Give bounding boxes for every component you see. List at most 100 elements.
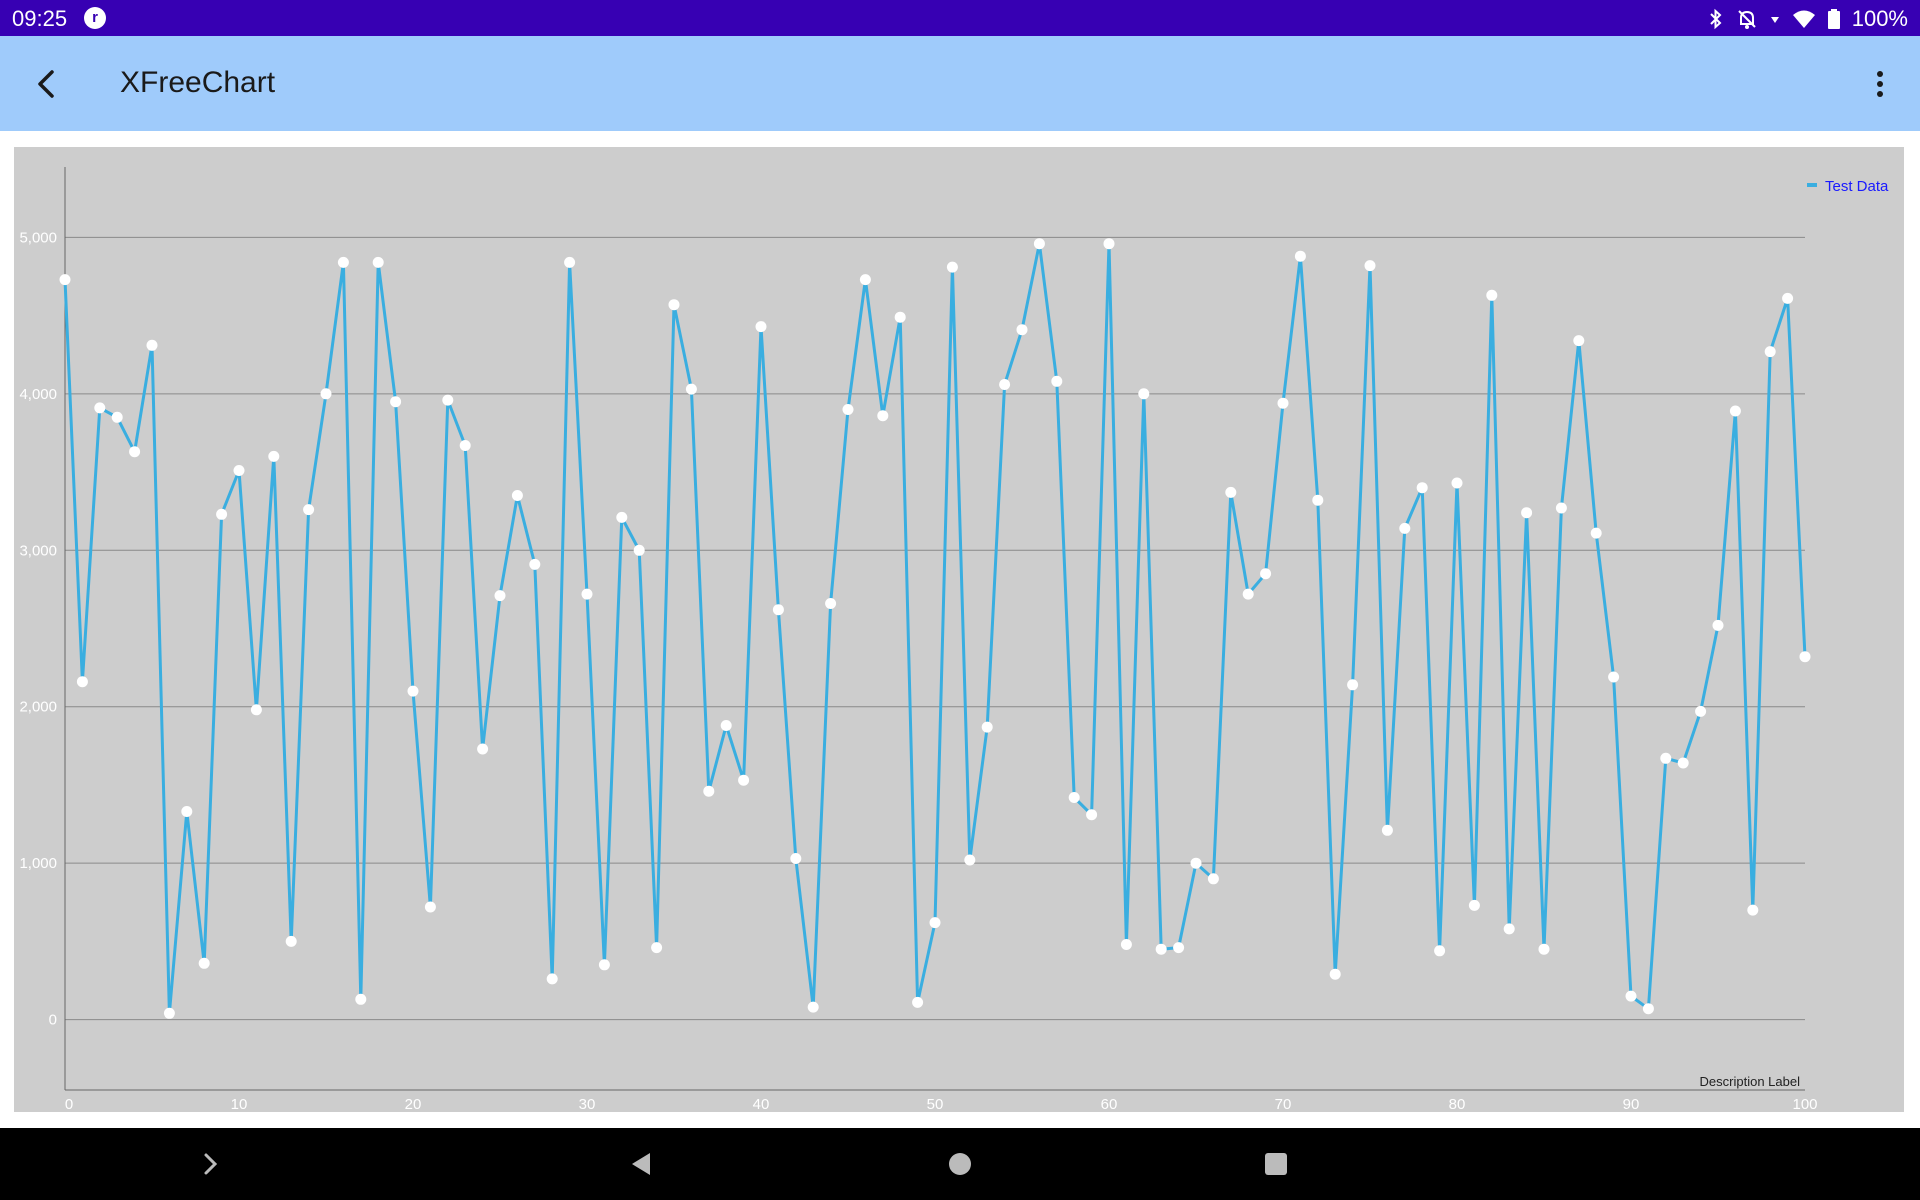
data-point bbox=[773, 604, 784, 615]
data-point bbox=[181, 806, 192, 817]
data-point bbox=[112, 412, 123, 423]
data-point bbox=[1417, 482, 1428, 493]
nav-recents-button[interactable] bbox=[1256, 1144, 1296, 1184]
recents-square-icon bbox=[1256, 1144, 1296, 1184]
x-tick-label: 90 bbox=[1623, 1096, 1640, 1112]
x-tick-label: 20 bbox=[405, 1096, 422, 1112]
data-point bbox=[1608, 672, 1619, 683]
data-point bbox=[529, 559, 540, 570]
data-point bbox=[964, 855, 975, 866]
description-label: Description Label bbox=[1700, 1074, 1801, 1089]
data-point bbox=[1382, 825, 1393, 836]
data-point bbox=[1225, 487, 1236, 498]
data-point bbox=[895, 312, 906, 323]
legend-label: Test Data bbox=[1825, 178, 1889, 195]
data-point bbox=[547, 973, 558, 984]
data-point bbox=[982, 722, 993, 733]
data-point bbox=[877, 410, 888, 421]
battery-percent: 100% bbox=[1852, 6, 1908, 32]
data-point bbox=[1051, 376, 1062, 387]
data-point bbox=[999, 379, 1010, 390]
keyboard-chevron-icon bbox=[191, 1144, 231, 1184]
back-button[interactable] bbox=[28, 64, 68, 104]
data-point bbox=[686, 384, 697, 395]
data-point bbox=[442, 395, 453, 406]
data-point bbox=[60, 274, 71, 285]
data-point bbox=[512, 490, 523, 501]
app-title: XFreeChart bbox=[120, 66, 275, 100]
y-tick-label: 1,000 bbox=[19, 855, 57, 872]
data-point bbox=[147, 340, 158, 351]
x-tick-label: 30 bbox=[579, 1096, 596, 1112]
data-point bbox=[1695, 706, 1706, 717]
data-point bbox=[947, 262, 958, 273]
data-point bbox=[1504, 923, 1515, 934]
data-point bbox=[738, 775, 749, 786]
data-point bbox=[1208, 873, 1219, 884]
data-point bbox=[164, 1008, 175, 1019]
status-time: 09:25 bbox=[12, 6, 67, 32]
data-point bbox=[912, 997, 923, 1008]
series-test-data bbox=[65, 244, 1805, 1014]
nav-home-button[interactable] bbox=[940, 1144, 980, 1184]
data-point bbox=[721, 720, 732, 731]
data-point bbox=[1295, 251, 1306, 262]
home-circle-icon bbox=[940, 1144, 980, 1184]
data-point bbox=[303, 504, 314, 515]
data-point bbox=[1104, 238, 1115, 249]
battery-icon bbox=[1828, 8, 1840, 30]
y-tick-label: 2,000 bbox=[19, 699, 57, 716]
x-tick-label: 50 bbox=[927, 1096, 944, 1112]
data-point bbox=[1626, 991, 1637, 1002]
data-point bbox=[1521, 507, 1532, 518]
data-point bbox=[1399, 523, 1410, 534]
data-point bbox=[1573, 335, 1584, 346]
wifi-icon bbox=[1792, 8, 1816, 30]
data-point bbox=[564, 257, 575, 268]
data-point bbox=[1660, 753, 1671, 764]
data-point bbox=[1452, 478, 1463, 489]
chart-panel[interactable]: 0 1,000 2,000 3,000 4,000 5,000 0 10 20 30 40 50 60… bbox=[14, 147, 1904, 1112]
data-point bbox=[1713, 620, 1724, 631]
app-notification-icon: r bbox=[84, 7, 106, 29]
data-point bbox=[1434, 945, 1445, 956]
data-point bbox=[251, 704, 262, 715]
data-point bbox=[582, 589, 593, 600]
data-point bbox=[825, 598, 836, 609]
legend: Test Data bbox=[1807, 178, 1889, 195]
legend-swatch bbox=[1807, 183, 1817, 187]
data-point bbox=[930, 917, 941, 928]
x-tick-labels: 0 10 20 30 40 50 60 70 80 90 100 bbox=[65, 1096, 1818, 1112]
back-arrow-icon bbox=[28, 64, 68, 104]
x-tick-label: 100 bbox=[1792, 1096, 1817, 1112]
data-point bbox=[651, 942, 662, 953]
line-chart[interactable]: 0 1,000 2,000 3,000 4,000 5,000 0 10 20 30 40 50 60… bbox=[14, 147, 1904, 1112]
data-point bbox=[495, 590, 506, 601]
data-point bbox=[1591, 528, 1602, 539]
overflow-menu-button[interactable] bbox=[1860, 64, 1900, 104]
data-point bbox=[1800, 651, 1811, 662]
x-tick-label: 60 bbox=[1101, 1096, 1118, 1112]
data-point bbox=[1730, 406, 1741, 417]
nav-back-button[interactable] bbox=[622, 1144, 662, 1184]
data-point bbox=[1191, 858, 1202, 869]
data-point bbox=[216, 509, 227, 520]
data-point bbox=[1365, 260, 1376, 271]
data-point bbox=[286, 936, 297, 947]
data-point bbox=[199, 958, 210, 969]
data-point bbox=[1347, 679, 1358, 690]
data-point bbox=[1243, 589, 1254, 600]
keyboard-switch-button[interactable] bbox=[191, 1144, 231, 1184]
data-point bbox=[1747, 905, 1758, 916]
x-tick-label: 0 bbox=[65, 1096, 73, 1112]
data-point bbox=[1069, 792, 1080, 803]
x-tick-label: 80 bbox=[1449, 1096, 1466, 1112]
data-point bbox=[425, 902, 436, 913]
status-bar: 09:25 r 100% bbox=[0, 0, 1920, 36]
x-tick-label: 40 bbox=[753, 1096, 770, 1112]
back-triangle-icon bbox=[622, 1144, 662, 1184]
data-point bbox=[843, 404, 854, 415]
data-point bbox=[1121, 939, 1132, 950]
y-tick-label: 4,000 bbox=[19, 386, 57, 403]
series-line bbox=[65, 244, 1805, 1014]
